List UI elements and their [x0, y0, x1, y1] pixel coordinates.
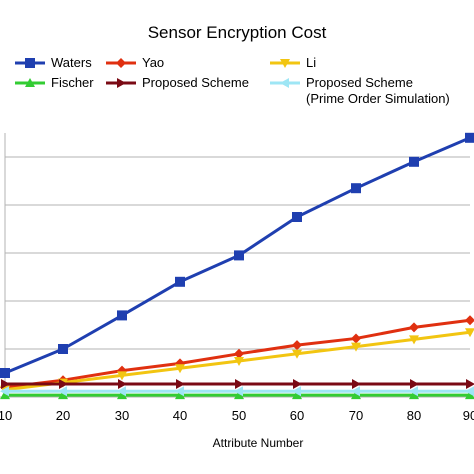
x-tick-labels: 10 20 30 40 50 60 70 80 90	[0, 408, 474, 423]
data-point	[1, 379, 10, 390]
x-tick-label: 30	[115, 408, 129, 423]
chart-title: Sensor Encryption Cost	[148, 23, 327, 42]
legend-label: Waters	[51, 55, 92, 70]
legend-label: Proposed Scheme	[306, 75, 413, 90]
chart-axes	[0, 133, 470, 398]
data-point	[175, 276, 185, 287]
legend-swatch-marker	[117, 78, 126, 88]
series-proposed-scheme	[1, 379, 474, 390]
data-point	[175, 390, 185, 400]
data-point	[58, 344, 68, 354]
data-point	[117, 386, 126, 397]
data-point	[465, 315, 474, 326]
chart-grid	[5, 156, 470, 350]
legend-label: Fischer	[51, 75, 94, 90]
x-tick-label: 70	[349, 408, 363, 423]
data-point	[175, 386, 184, 397]
legend-swatch-marker	[280, 78, 289, 88]
data-point	[234, 348, 244, 359]
data-point	[409, 322, 419, 333]
data-point	[0, 386, 9, 397]
data-point	[465, 132, 474, 143]
data-point	[117, 310, 127, 321]
legend-item: Proposed Scheme(Prime Order Simulation)	[270, 75, 450, 106]
data-point	[352, 379, 361, 390]
data-point	[234, 357, 244, 366]
series-proposed-scheme	[0, 386, 474, 397]
legend-item: Waters	[15, 55, 92, 70]
legend-label: (Prime Order Simulation)	[306, 91, 450, 106]
legend-swatch-marker	[25, 78, 35, 87]
series-fischer	[0, 390, 474, 400]
x-tick-label: 50	[232, 408, 246, 423]
data-point	[58, 386, 67, 397]
data-point	[59, 379, 68, 390]
data-point	[234, 386, 243, 397]
data-point	[117, 390, 127, 400]
data-point	[409, 386, 418, 397]
data-point	[293, 379, 302, 390]
data-point	[292, 212, 302, 222]
data-point	[409, 156, 419, 167]
data-point	[117, 371, 127, 381]
data-point	[175, 364, 185, 374]
data-point	[409, 335, 419, 345]
data-point	[235, 379, 244, 390]
legend-item: Proposed Scheme	[106, 75, 249, 90]
data-point	[351, 183, 361, 194]
data-point	[0, 390, 10, 400]
data-point	[465, 390, 474, 400]
data-point	[58, 390, 68, 400]
data-point	[176, 379, 185, 390]
x-tick-label: 20	[56, 408, 70, 423]
legend-item: Yao	[106, 55, 164, 70]
chart-series	[0, 132, 474, 400]
data-point	[292, 340, 302, 351]
legend-item: Fischer	[15, 75, 94, 90]
legend-swatch-marker	[280, 59, 290, 68]
data-point	[118, 379, 127, 390]
x-tick-label: 40	[173, 408, 187, 423]
legend-swatch-marker	[116, 58, 126, 68]
legend-label: Yao	[142, 55, 164, 70]
data-point	[465, 386, 474, 397]
data-point	[0, 368, 10, 378]
legend-label: Li	[306, 55, 316, 70]
legend-label: Proposed Scheme	[142, 75, 249, 90]
data-point	[292, 390, 302, 400]
x-tick-label: 60	[290, 408, 304, 423]
data-point	[234, 390, 244, 400]
legend-swatch-marker	[25, 58, 35, 68]
x-tick-label: 90	[463, 408, 474, 423]
x-tick-label: 10	[0, 408, 12, 423]
x-tick-label: 80	[407, 408, 421, 423]
data-point	[409, 390, 419, 400]
data-point	[292, 349, 302, 359]
x-axis-label: Attribute Number	[213, 436, 304, 450]
data-point	[234, 250, 244, 261]
data-point	[465, 328, 474, 338]
data-point	[351, 333, 361, 344]
data-point	[410, 379, 419, 390]
data-point	[292, 386, 301, 397]
legend-item: Li	[270, 55, 316, 70]
data-point	[466, 379, 474, 390]
data-point	[351, 342, 361, 352]
data-point	[351, 390, 361, 400]
data-point	[351, 386, 360, 397]
series-waters	[0, 132, 474, 378]
